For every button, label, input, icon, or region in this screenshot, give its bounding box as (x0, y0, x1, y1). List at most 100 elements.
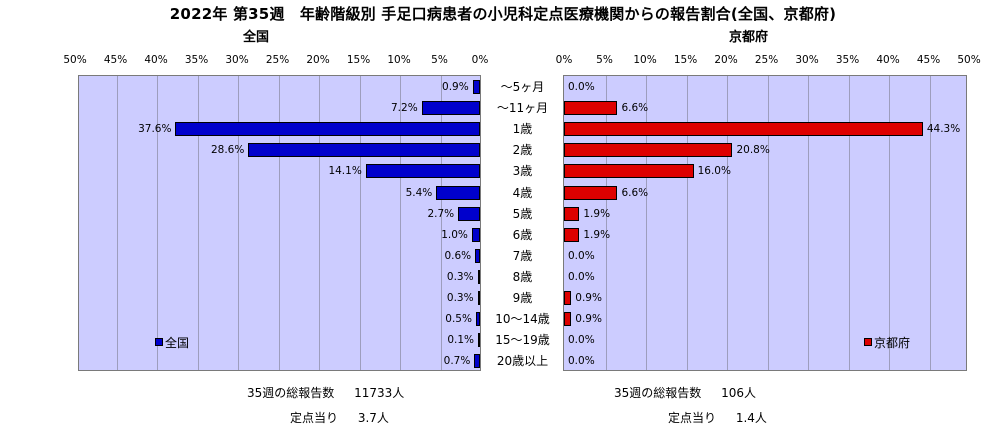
kyoto-gridline (767, 76, 769, 370)
national-bar (478, 333, 480, 348)
page-title: 2022年 第35週 年齢階級別 手足口病患者の小児科定点医療機関からの報告割合… (169, 5, 837, 23)
age-category-label: ～5ヶ月 (500, 80, 545, 94)
kyoto-bar (564, 227, 580, 242)
kyoto-subtitle: 京都府 (729, 30, 769, 45)
national-tick-label: 0% (471, 54, 489, 66)
kyoto-data-label: 0.9% (575, 313, 602, 326)
kyoto-data-label: 6.6% (621, 186, 649, 199)
kyoto-bar (564, 101, 618, 116)
kyoto-tick-label: 50% (957, 54, 981, 66)
kyoto-legend: 京都府 (864, 334, 910, 351)
kyoto-data-label: 6.6% (621, 102, 649, 115)
age-category-label: 1歳 (512, 122, 533, 137)
national-gridline (197, 76, 199, 370)
kyoto-per-site-row: 定点当り 1.4人 (668, 409, 767, 426)
age-category-label: 2歳 (512, 143, 533, 158)
national-bar (472, 80, 480, 94)
national-gridline (278, 76, 280, 370)
national-bar (477, 291, 480, 305)
kyoto-gridline (808, 76, 809, 370)
kyoto-gridline (889, 76, 890, 370)
kyoto-bar (564, 206, 580, 221)
kyoto-data-label: 44.3% (926, 123, 961, 136)
national-bar (248, 143, 480, 158)
age-category-label: 5歳 (512, 206, 533, 221)
age-category-label: ～11ヶ月 (496, 101, 549, 116)
age-category-label: 6歳 (512, 227, 533, 242)
national-tick-label: 50% (63, 54, 87, 66)
age-category-label: 4歳 (512, 185, 533, 200)
national-tick-label: 20% (306, 54, 330, 66)
national-bar (477, 269, 480, 284)
national-bar (471, 227, 480, 242)
national-tick-label: 30% (225, 54, 249, 66)
national-gridline (400, 76, 401, 370)
national-subtitle: 全国 (243, 30, 270, 45)
kyoto-data-label: 0.0% (568, 270, 595, 283)
age-category-label: 7歳 (512, 248, 533, 263)
kyoto-gridline (605, 76, 607, 370)
kyoto-data-label: 20.8% (736, 144, 770, 157)
national-data-label: 2.7% (427, 207, 455, 220)
national-per-site-label: 定点当り (290, 411, 339, 425)
national-data-label: 0.7% (443, 355, 471, 368)
kyoto-data-label: 0.0% (568, 355, 595, 368)
kyoto-data-label: 0.0% (568, 334, 595, 347)
national-gridline (440, 76, 442, 370)
national-bar (474, 354, 480, 369)
kyoto-plot-area (563, 75, 967, 371)
kyoto-data-label: 0.0% (568, 249, 595, 262)
kyoto-tick-label: 5% (596, 54, 613, 66)
national-gridline (157, 76, 158, 370)
national-bar (475, 248, 480, 263)
national-legend: 全国 (155, 334, 189, 351)
national-data-label: 0.5% (445, 313, 472, 326)
national-plot-area (78, 75, 481, 371)
national-data-label: 0.3% (446, 270, 474, 283)
national-legend-label: 全国 (165, 336, 190, 350)
kyoto-bar (564, 143, 733, 158)
kyoto-tick-label: 15% (673, 54, 698, 66)
national-data-label: 1.0% (441, 228, 468, 241)
national-data-label: 37.6% (138, 123, 172, 136)
kyoto-gridline (727, 76, 728, 370)
age-category-label: 10～14歳 (495, 312, 550, 327)
kyoto-tick-label: 0% (555, 54, 573, 66)
age-category-label: 9歳 (512, 291, 533, 305)
national-total-row: 35週の総報告数 11733人 (247, 384, 404, 401)
kyoto-bar (564, 164, 694, 179)
age-category-label: 15～19歳 (495, 333, 550, 348)
national-total-label: 35週の総報告数 (247, 386, 335, 400)
national-tick-label: 25% (265, 54, 290, 66)
national-per-site-row: 定点当り 3.7人 (290, 409, 389, 426)
age-category-label: 20歳以上 (496, 354, 549, 369)
national-tick-label: 10% (387, 54, 411, 66)
kyoto-tick-label: 20% (714, 54, 738, 66)
kyoto-data-label: 0.9% (575, 292, 602, 304)
kyoto-total-label: 35週の総報告数 (614, 386, 702, 400)
national-total-value: 11733人 (354, 386, 405, 400)
national-data-label: 0.6% (444, 249, 472, 262)
kyoto-bar (564, 291, 572, 305)
kyoto-total-value: 106人 (721, 386, 757, 400)
national-bar (365, 164, 480, 179)
kyoto-tick-label: 40% (876, 54, 900, 66)
national-data-label: 7.2% (391, 102, 418, 115)
national-data-label: 14.1% (328, 165, 362, 178)
national-tick-label: 40% (144, 54, 168, 66)
national-bar (475, 312, 480, 327)
kyoto-data-label: 1.9% (583, 228, 611, 241)
national-gridline (319, 76, 320, 370)
kyoto-gridline (686, 76, 688, 370)
kyoto-tick-label: 30% (795, 54, 819, 66)
national-data-label: 0.1% (447, 334, 474, 347)
national-bar (175, 122, 480, 137)
kyoto-gridline (848, 76, 850, 370)
kyoto-per-site-value: 1.4人 (735, 411, 767, 425)
kyoto-data-label: 16.0% (697, 165, 731, 178)
age-category-label: 3歳 (512, 164, 533, 179)
national-bar (421, 101, 480, 116)
national-gridline (238, 76, 239, 370)
kyoto-bar (564, 312, 572, 327)
national-data-label: 28.6% (210, 144, 245, 157)
